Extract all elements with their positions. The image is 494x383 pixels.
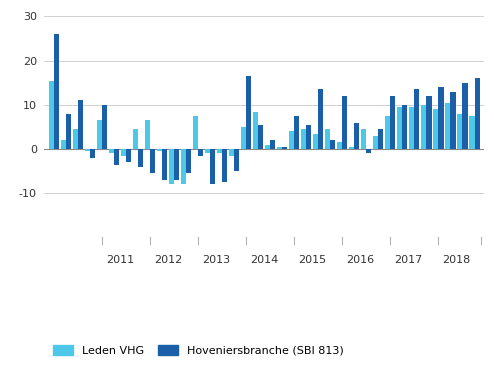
Bar bbox=[414, 89, 419, 149]
Bar bbox=[289, 131, 294, 149]
Bar bbox=[133, 129, 138, 149]
Bar bbox=[198, 149, 203, 156]
Bar bbox=[66, 114, 71, 149]
Bar bbox=[385, 116, 390, 149]
Bar bbox=[258, 125, 263, 149]
Bar bbox=[138, 149, 143, 167]
Bar bbox=[205, 149, 210, 154]
Bar bbox=[174, 149, 179, 180]
Bar bbox=[145, 120, 150, 149]
Bar bbox=[210, 149, 215, 185]
Text: 2014: 2014 bbox=[250, 255, 279, 265]
Bar bbox=[361, 129, 367, 149]
Text: 2018: 2018 bbox=[442, 255, 471, 265]
Bar bbox=[114, 149, 119, 165]
Bar bbox=[373, 136, 378, 149]
Bar bbox=[73, 129, 78, 149]
Bar bbox=[367, 149, 371, 154]
Text: 2016: 2016 bbox=[346, 255, 374, 265]
Bar bbox=[410, 107, 414, 149]
Bar bbox=[397, 107, 403, 149]
Bar bbox=[318, 89, 324, 149]
Bar bbox=[193, 116, 198, 149]
Bar bbox=[433, 109, 439, 149]
Bar bbox=[277, 147, 282, 149]
Bar bbox=[49, 80, 54, 149]
Bar bbox=[439, 87, 444, 149]
Bar bbox=[421, 105, 426, 149]
Bar bbox=[247, 76, 251, 149]
Bar bbox=[54, 34, 59, 149]
Bar bbox=[378, 129, 383, 149]
Bar bbox=[157, 149, 162, 151]
Bar bbox=[354, 123, 360, 149]
Bar bbox=[342, 96, 347, 149]
Legend: Leden VHG, Hoveniersbranche (SBI 813): Leden VHG, Hoveniersbranche (SBI 813) bbox=[49, 340, 348, 360]
Text: 2012: 2012 bbox=[154, 255, 182, 265]
Bar bbox=[186, 149, 191, 173]
Bar bbox=[469, 116, 475, 149]
Bar bbox=[451, 92, 455, 149]
Bar bbox=[462, 83, 467, 149]
Bar bbox=[222, 149, 227, 182]
Bar bbox=[162, 149, 167, 180]
Bar bbox=[78, 100, 83, 149]
Bar bbox=[234, 149, 239, 171]
Bar bbox=[306, 125, 311, 149]
Bar bbox=[102, 105, 107, 149]
Text: 2015: 2015 bbox=[298, 255, 327, 265]
Bar bbox=[457, 114, 462, 149]
Bar bbox=[326, 129, 330, 149]
Bar bbox=[229, 149, 234, 156]
Text: 2013: 2013 bbox=[202, 255, 230, 265]
Bar bbox=[61, 140, 66, 149]
Bar bbox=[475, 79, 480, 149]
Bar bbox=[121, 149, 126, 156]
Bar bbox=[301, 129, 306, 149]
Bar bbox=[97, 120, 102, 149]
Bar bbox=[337, 142, 342, 149]
Bar bbox=[169, 149, 174, 185]
Bar bbox=[403, 105, 408, 149]
Bar bbox=[217, 149, 222, 154]
Bar bbox=[126, 149, 131, 162]
Bar bbox=[330, 140, 335, 149]
Bar bbox=[90, 149, 95, 158]
Text: 2011: 2011 bbox=[106, 255, 134, 265]
Bar bbox=[390, 96, 396, 149]
Bar bbox=[282, 147, 288, 149]
Bar bbox=[265, 145, 270, 149]
Bar bbox=[294, 116, 299, 149]
Bar bbox=[349, 147, 354, 149]
Bar bbox=[313, 134, 318, 149]
Bar bbox=[426, 96, 431, 149]
Bar bbox=[446, 103, 451, 149]
Bar bbox=[241, 127, 247, 149]
Bar bbox=[150, 149, 155, 173]
Text: 2017: 2017 bbox=[394, 255, 422, 265]
Bar bbox=[270, 140, 275, 149]
Bar bbox=[85, 149, 90, 151]
Bar bbox=[253, 111, 258, 149]
Bar bbox=[109, 149, 114, 154]
Bar bbox=[181, 149, 186, 185]
